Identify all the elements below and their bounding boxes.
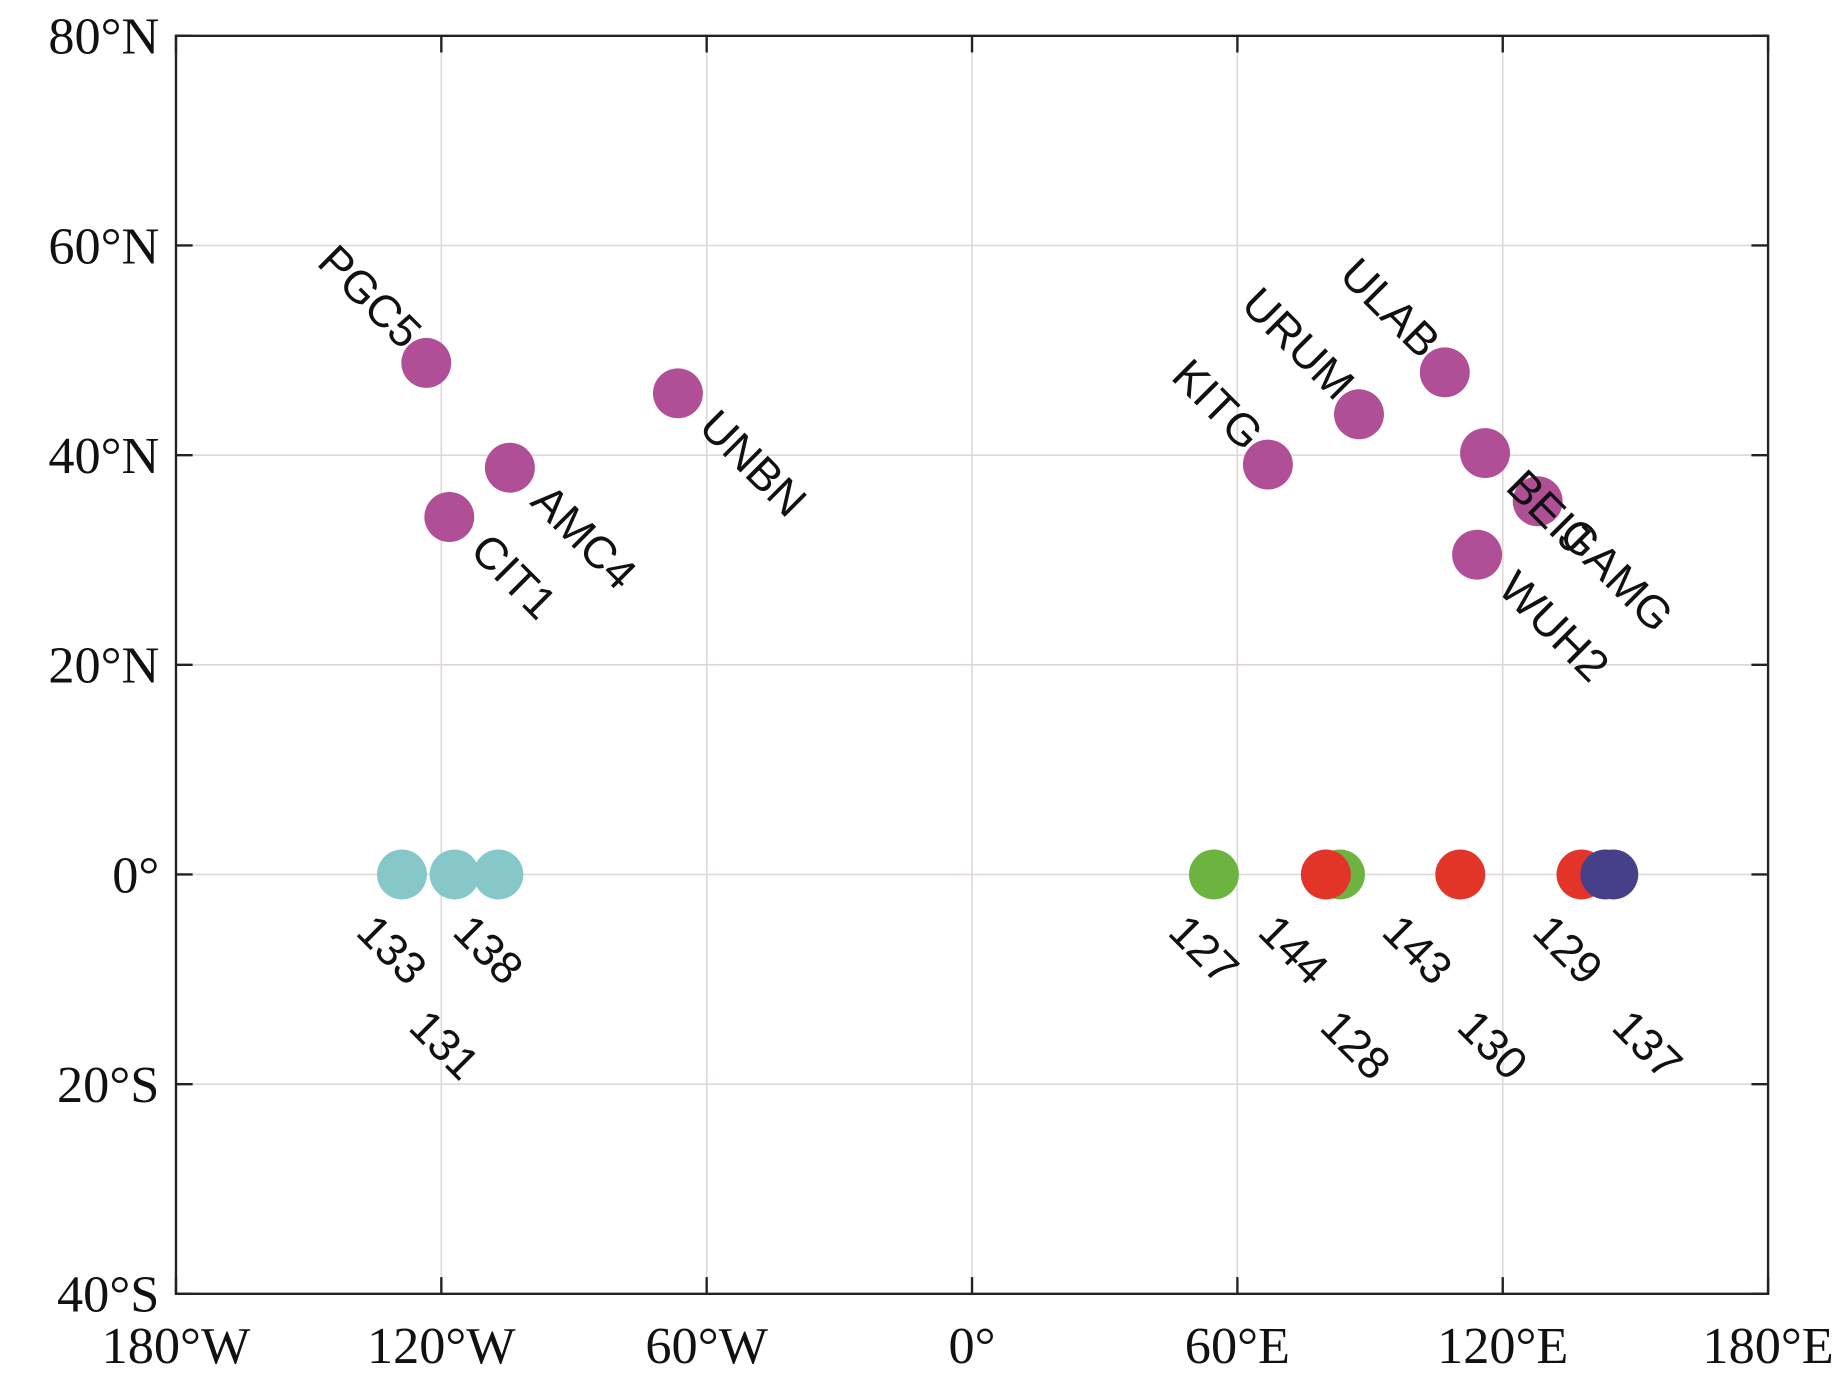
station-label: UNBN bbox=[690, 400, 817, 527]
y-tick-label: 40°S bbox=[57, 1266, 159, 1324]
station-label: PGC5 bbox=[308, 235, 431, 358]
y-tick-label: 40°N bbox=[48, 427, 159, 485]
x-tick-label: 60°W bbox=[645, 1317, 768, 1375]
station-point bbox=[1242, 439, 1293, 490]
satellite-label: 129 bbox=[1523, 905, 1612, 994]
satellite-label: 143 bbox=[1373, 905, 1462, 994]
x-tick-label: 120°E bbox=[1437, 1317, 1568, 1375]
station-point bbox=[484, 442, 535, 493]
station-point bbox=[1452, 529, 1503, 580]
station-point bbox=[1334, 389, 1384, 440]
station-point bbox=[424, 492, 475, 542]
y-tick-label: 80°N bbox=[48, 8, 159, 66]
satellite-point bbox=[473, 849, 524, 900]
satellite-label: 130 bbox=[1448, 1000, 1537, 1089]
satellite-label: 137 bbox=[1603, 1000, 1692, 1089]
station-point bbox=[1419, 347, 1470, 398]
y-tick-label: 60°N bbox=[48, 217, 159, 275]
station-point bbox=[1460, 428, 1511, 479]
satellite-label: 131 bbox=[400, 1000, 489, 1089]
station-point bbox=[652, 368, 703, 419]
x-tick-label: 120°W bbox=[367, 1317, 516, 1375]
axis-ticks: 180°W 120°W 60°W 0° 60°E 120°E 180°E 80°N 60°N 40… bbox=[48, 8, 1833, 1375]
satellite-label: 128 bbox=[1311, 1000, 1400, 1089]
satellite-label: 133 bbox=[347, 905, 436, 994]
satellite-point bbox=[1300, 849, 1351, 900]
satellite-label: 144 bbox=[1249, 905, 1338, 994]
data-points bbox=[376, 337, 1639, 900]
station-point bbox=[1512, 476, 1563, 527]
satellite-point bbox=[429, 849, 480, 900]
satellite-point bbox=[1435, 849, 1486, 900]
y-tick-label: 20°N bbox=[48, 637, 159, 695]
x-tick-label: 180°E bbox=[1702, 1317, 1833, 1375]
satellite-label: 127 bbox=[1159, 905, 1248, 994]
grid-lines bbox=[175, 35, 1769, 1294]
x-tick-label: 0° bbox=[949, 1317, 996, 1375]
satellite-point bbox=[1588, 849, 1639, 900]
y-tick-label: 20°S bbox=[57, 1056, 159, 1114]
satellite-label: 138 bbox=[444, 905, 533, 994]
station-point bbox=[401, 337, 452, 388]
station-label: ULAB bbox=[1331, 248, 1451, 368]
x-tick-label: 60°E bbox=[1185, 1317, 1290, 1375]
satellite-point bbox=[1188, 849, 1239, 900]
station-label: CIT1 bbox=[461, 524, 566, 629]
x-tick-label: 180°W bbox=[102, 1317, 251, 1375]
y-tick-label: 0° bbox=[112, 846, 159, 904]
satellite-point bbox=[376, 849, 427, 900]
